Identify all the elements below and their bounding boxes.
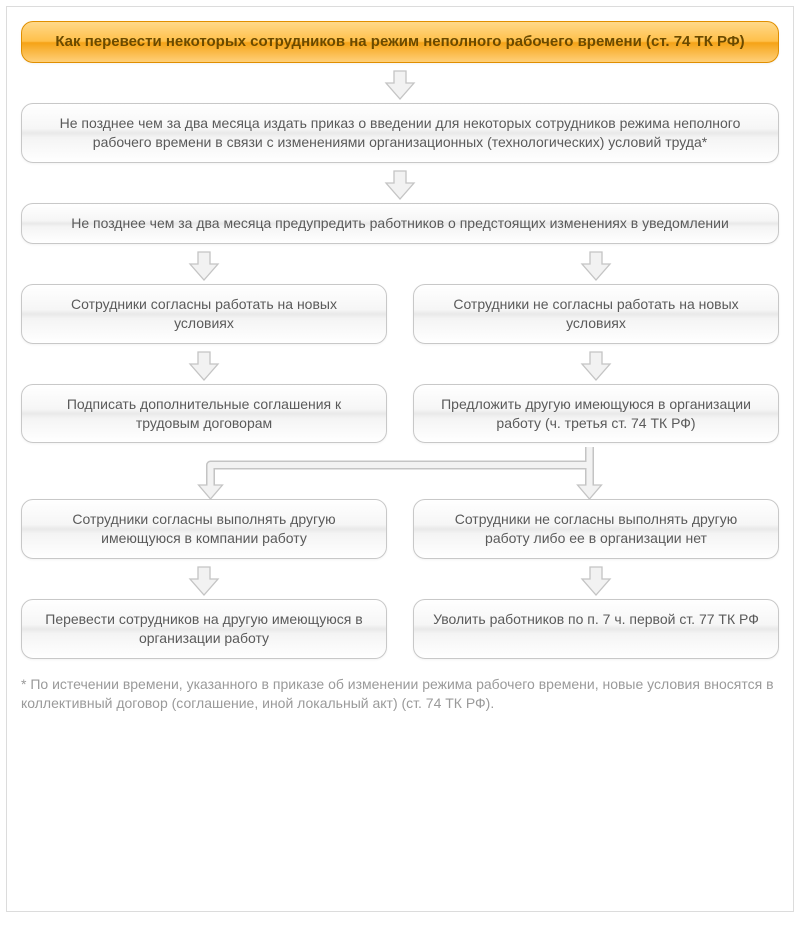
down-arrow-icon: [21, 565, 387, 597]
title-box: Как перевести некоторых сотрудников на р…: [21, 21, 779, 63]
split-connector-icon: [21, 447, 779, 499]
branch-b-4: Уволить работников по п. 7 ч. первой ст.…: [413, 599, 779, 659]
step2-text: Не позднее чем за два месяца предупредит…: [71, 215, 729, 231]
down-arrow-icon: [21, 350, 387, 382]
title-text: Как перевести некоторых сотрудников на р…: [55, 33, 744, 50]
down-arrow-icon: [413, 565, 779, 597]
branch-a-2-text: Подписать дополнительные соглашения к тр…: [67, 396, 341, 431]
step2-box: Не позднее чем за два месяца предупредит…: [21, 203, 779, 244]
down-arrow-icon: [413, 350, 779, 382]
branch-b-3: Сотрудники не согласны выполнять другую …: [413, 499, 779, 559]
branch-b-2: Предложить другую имеющуюся в организаци…: [413, 384, 779, 444]
step1-text: Не позднее чем за два месяца издать прик…: [60, 115, 741, 150]
footnote: * По истечении времени, указанного в при…: [21, 675, 779, 713]
branch-b-3-text: Сотрудники не согласны выполнять другую …: [455, 511, 738, 546]
branch-b-1-text: Сотрудники не согласны работать на новых…: [453, 296, 738, 331]
branch-b-4-text: Уволить работников по п. 7 ч. первой ст.…: [433, 611, 759, 627]
flowchart-container: Как перевести некоторых сотрудников на р…: [6, 6, 794, 912]
branch-b-1: Сотрудники не согласны работать на новых…: [413, 284, 779, 344]
down-arrow-icon: [21, 69, 779, 101]
branch-a-1-text: Сотрудники согласны работать на новых ус…: [71, 296, 337, 331]
branch-b-2-text: Предложить другую имеющуюся в организаци…: [441, 396, 751, 431]
down-arrow-icon: [21, 169, 779, 201]
down-arrow-icon: [21, 250, 387, 282]
branch-a-4-text: Перевести сотрудников на другую имеющуюс…: [45, 611, 362, 646]
branch-a-2: Подписать дополнительные соглашения к тр…: [21, 384, 387, 444]
branch-a-3: Сотрудники согласны выполнять другую име…: [21, 499, 387, 559]
down-arrow-icon: [413, 250, 779, 282]
footnote-text: * По истечении времени, указанного в при…: [21, 676, 774, 711]
branch-a-3-text: Сотрудники согласны выполнять другую име…: [72, 511, 335, 546]
branch-a-4: Перевести сотрудников на другую имеющуюс…: [21, 599, 387, 659]
step1-box: Не позднее чем за два месяца издать прик…: [21, 103, 779, 163]
branch-a-1: Сотрудники согласны работать на новых ус…: [21, 284, 387, 344]
